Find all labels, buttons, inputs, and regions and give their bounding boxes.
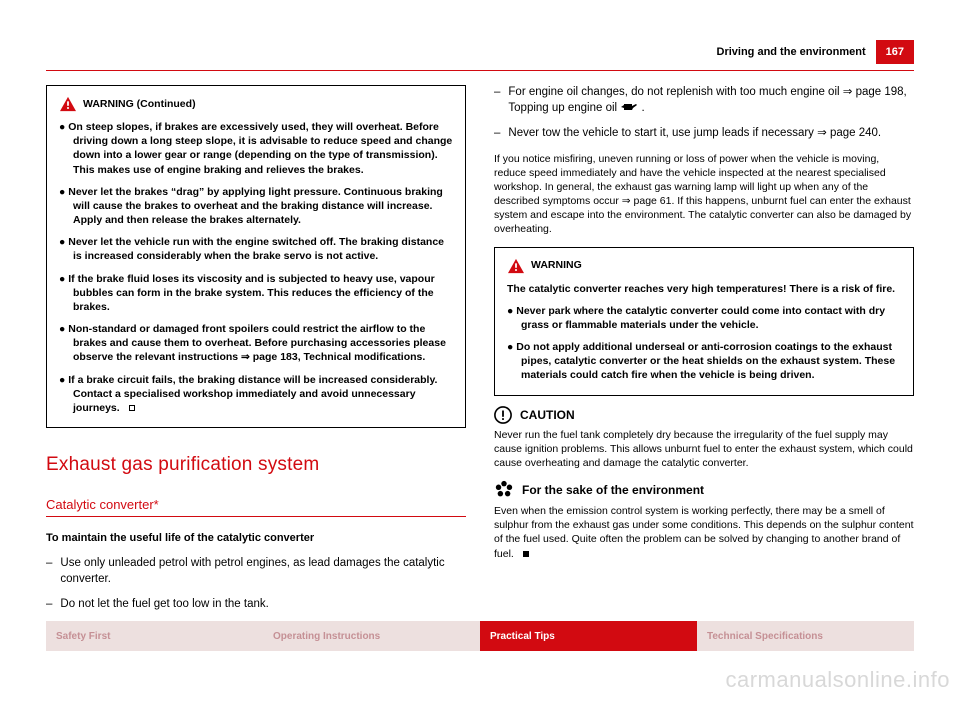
manual-page: Driving and the environment 167 WARNING … [0, 0, 960, 701]
warning-item: ● Never park where the catalytic convert… [507, 304, 901, 332]
dash-icon: – [46, 597, 52, 613]
list-item: – For engine oil changes, do not repleni… [494, 85, 914, 116]
warning-cont-item: ● Never let the vehicle run with the eng… [59, 235, 453, 263]
intro-text: To maintain the useful life of the catal… [46, 531, 466, 546]
warning-triangle-icon [59, 96, 77, 112]
warning-head: WARNING [507, 258, 901, 274]
list-item-text-a: For engine oil changes, do not replenish… [508, 86, 906, 114]
watermark: carmanualsonline.info [725, 667, 950, 693]
flower-icon [494, 480, 514, 500]
page-number: 167 [876, 40, 914, 64]
page-header: Driving and the environment 167 [46, 40, 914, 64]
environment-body-text: Even when the emission control system is… [494, 505, 913, 560]
list-item-text: Never tow the vehicle to start it, use j… [508, 126, 881, 142]
warning-cont-item-text: ● If a brake circuit fails, the braking … [59, 374, 437, 414]
header-rule [46, 70, 914, 71]
dash-icon: – [494, 85, 500, 116]
list-item-text: Use only unleaded petrol with petrol eng… [60, 556, 466, 587]
list-item-text-b: . [642, 102, 645, 114]
list-item: – Use only unleaded petrol with petrol e… [46, 556, 466, 587]
environment-body: Even when the emission control system is… [494, 504, 914, 561]
list-item-text: For engine oil changes, do not replenish… [508, 85, 914, 116]
warning-cont-item: ● On steep slopes, if brakes are excessi… [59, 120, 453, 177]
list-item: – Never tow the vehicle to start it, use… [494, 126, 914, 142]
warning-continued-head: WARNING (Continued) [59, 96, 453, 112]
tab-practical-tips[interactable]: Practical Tips [480, 621, 697, 651]
tab-operating-instructions[interactable]: Operating Instructions [263, 621, 480, 651]
warning-cont-item: ● If a brake circuit fails, the braking … [59, 373, 453, 416]
environment-head: For the sake of the environment [494, 480, 914, 500]
tab-technical-specifications[interactable]: Technical Specifications [697, 621, 914, 651]
right-column: – For engine oil changes, do not repleni… [494, 85, 914, 623]
warning-continued-box: WARNING (Continued) ● On steep slopes, i… [46, 85, 466, 428]
subsection-heading: Catalytic converter* [46, 496, 466, 518]
warning-item: The catalytic converter reaches very hig… [507, 282, 901, 296]
warning-title: WARNING [531, 258, 582, 272]
caution-circle-icon [494, 406, 512, 424]
dash-icon: – [46, 556, 52, 587]
dash-icon: – [494, 126, 500, 142]
footer-tabs: Safety First Operating Instructions Prac… [46, 621, 914, 651]
warning-box: WARNING The catalytic converter reaches … [494, 247, 914, 396]
caution-title: CAUTION [520, 407, 575, 423]
warning-cont-item: ● Never let the brakes “drag” by applyin… [59, 185, 453, 228]
caution-head: CAUTION [494, 406, 914, 424]
environment-title: For the sake of the environment [522, 482, 704, 498]
body-paragraph: If you notice misfiring, uneven running … [494, 152, 914, 237]
content-columns: WARNING (Continued) ● On steep slopes, i… [46, 85, 914, 623]
list-item-text: Do not let the fuel get too low in the t… [60, 597, 268, 613]
warning-cont-item: ● Non-standard or damaged front spoilers… [59, 322, 453, 365]
warning-item: ● Do not apply additional underseal or a… [507, 340, 901, 383]
tab-safety-first[interactable]: Safety First [46, 621, 263, 651]
oil-can-icon [620, 102, 638, 112]
section-heading: Exhaust gas purification system [46, 452, 466, 478]
section-end-icon [523, 551, 529, 557]
section-title: Driving and the environment [717, 42, 876, 62]
warning-continued-title: WARNING (Continued) [83, 97, 196, 111]
caution-body: Never run the fuel tank completely dry b… [494, 428, 914, 471]
warning-cont-item: ● If the brake fluid loses its viscosity… [59, 272, 453, 315]
warning-triangle-icon [507, 258, 525, 274]
section-end-icon [129, 405, 135, 411]
list-item: – Do not let the fuel get too low in the… [46, 597, 466, 613]
left-column: WARNING (Continued) ● On steep slopes, i… [46, 85, 466, 623]
